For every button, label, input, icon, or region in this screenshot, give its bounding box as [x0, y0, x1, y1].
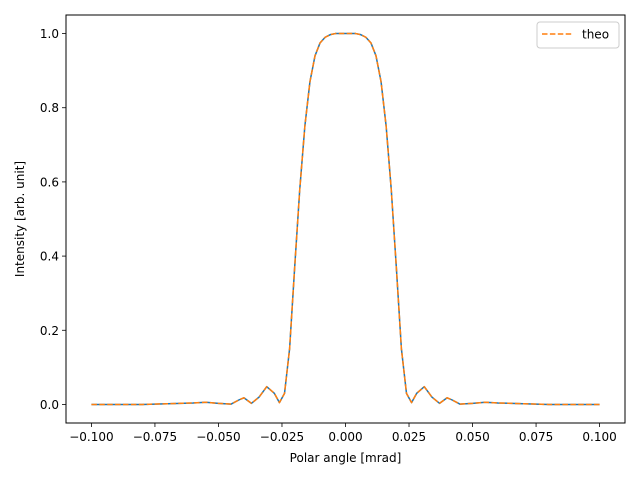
y-tick-label: 1.0: [40, 27, 59, 41]
x-tick-label: −0.075: [133, 430, 177, 444]
x-tick-label: 0.025: [392, 430, 426, 444]
y-tick-label: 0.2: [40, 324, 59, 338]
x-tick-label: 0.075: [519, 430, 553, 444]
x-tick-label: −0.025: [260, 430, 304, 444]
series-line-series-1: [91, 32, 600, 406]
x-tick-label: −0.050: [196, 430, 240, 444]
series-line-theo: [91, 32, 600, 406]
x-tick-label: 0.100: [582, 430, 616, 444]
x-axis-label: Polar angle [mrad]: [290, 451, 402, 465]
legend-label-theo: theo: [582, 28, 609, 42]
x-axis-ticks: −0.100 −0.075 −0.050 −0.025 0.000 0.025 0.050 0…: [69, 423, 617, 444]
y-tick-label: 0.4: [40, 250, 59, 264]
y-tick-label: 0.6: [40, 175, 59, 189]
y-tick-label: 0.8: [40, 101, 59, 115]
legend-box: [536, 21, 620, 49]
plot-frame: [65, 14, 626, 424]
legend: theo: [536, 21, 620, 49]
y-tick-label: 0.0: [40, 398, 59, 412]
x-tick-label: −0.100: [69, 430, 113, 444]
x-tick-label: 0.000: [328, 430, 362, 444]
y-axis-ticks: 0.0 0.2 0.4 0.6 0.8 1.0: [40, 27, 66, 412]
y-axis-label: Intensity [arb. unit]: [13, 161, 27, 277]
x-tick-label: 0.050: [455, 430, 489, 444]
